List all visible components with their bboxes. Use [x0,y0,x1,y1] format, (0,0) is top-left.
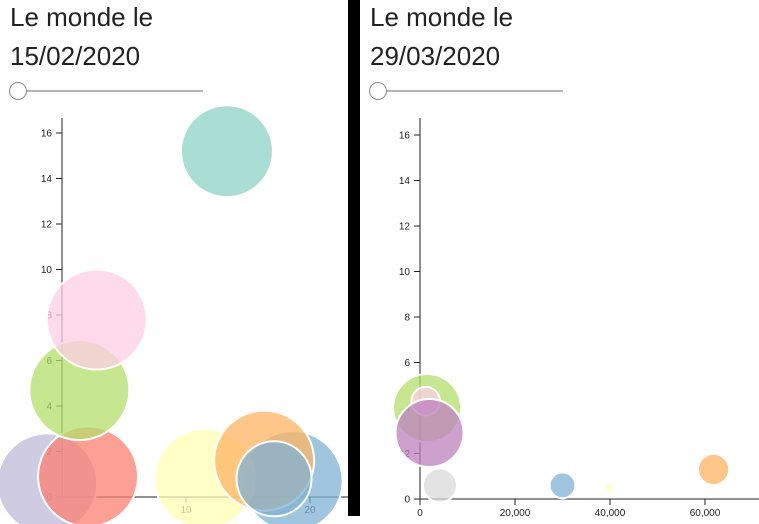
bubble [696,452,731,487]
left-panel: Le monde le 15/02/2020 02468101214161020 [0,0,348,524]
date-slider[interactable] [9,82,203,100]
bubble [604,481,616,494]
x-tick-label: 60,000 [690,508,721,519]
y-tick-label: 8 [404,313,410,324]
y-tick-label: 0 [404,495,410,506]
panel-title-line1: Le monde le [10,2,154,32]
bubble [179,104,274,199]
bubble [235,440,313,518]
panel-title-date: 29/03/2020 [370,41,501,71]
y-tick-label: 16 [41,129,53,140]
slider-track[interactable] [9,90,203,92]
x-tick-label: 40,000 [595,508,626,519]
x-tick-label: 20,000 [500,508,531,519]
panel-title-date: 15/02/2020 [10,41,141,71]
bubble [394,398,465,469]
panel-title-line1: Le monde le [370,2,514,32]
bubble [37,425,140,524]
y-tick-label: 14 [41,174,53,185]
y-tick-label: 6 [404,358,410,369]
y-tick-label: 10 [399,267,411,278]
y-tick-label: 14 [399,176,411,187]
y-tick-label: 12 [399,222,411,233]
y-tick-label: 10 [41,265,53,276]
panel-divider [348,0,360,516]
slider-track[interactable] [369,90,563,92]
date-slider[interactable] [369,82,563,100]
bubble [421,467,458,504]
bubble-chart-left: 02468101214161020 [0,104,348,524]
x-tick-label: 0 [417,508,423,519]
bubble [45,268,148,371]
right-panel: Le monde le 29/03/2020 0246810121416020,… [360,0,759,524]
bubble [548,471,577,500]
y-tick-label: 16 [399,131,411,142]
slider-handle[interactable] [369,82,387,100]
slider-handle[interactable] [9,82,27,100]
y-tick-label: 12 [41,220,53,231]
